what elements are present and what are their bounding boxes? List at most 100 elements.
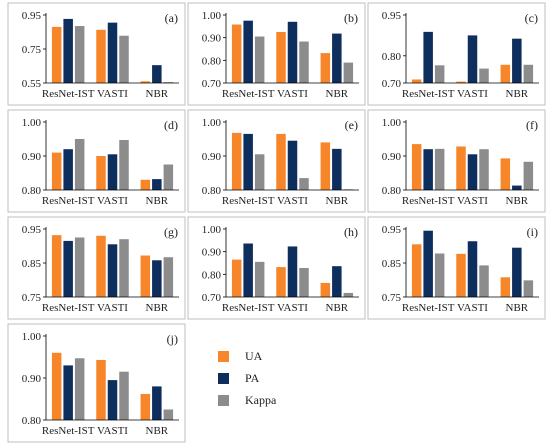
bar-kappa-resnetist: [434, 148, 445, 190]
x-tick-label: VASTI: [277, 302, 308, 314]
bar-pa-resnetist: [243, 243, 253, 297]
legend-item-pa: PA: [218, 368, 338, 388]
bar-kappa-vasti: [299, 178, 309, 190]
bar-ua-vasti: [456, 146, 466, 190]
bar-pa-vasti: [287, 21, 298, 83]
bar-pa-resnetist: [423, 230, 433, 297]
bar-pa-resnetist: [243, 20, 253, 84]
x-tick-label: NBR: [326, 195, 349, 207]
x-tick-label: ResNet-IST: [222, 302, 275, 314]
y-tick-label: 0.80: [202, 185, 222, 197]
bar-ua-resnetist: [51, 152, 62, 190]
bar-pa-resnetist: [243, 133, 253, 190]
bar-pa-resnetist: [63, 149, 73, 190]
bar-kappa-nbr: [163, 82, 174, 83]
bar-kappa-vasti: [119, 35, 129, 83]
bar-pa-nbr: [332, 148, 342, 190]
y-tick-label: 0.75: [382, 292, 402, 304]
legend-item-kappa: Kappa: [218, 390, 338, 410]
bar-pa-nbr: [152, 386, 162, 420]
bar-pa-vasti: [107, 22, 118, 83]
bar-pa-vasti: [467, 35, 478, 83]
bar-kappa-resnetist: [254, 36, 265, 83]
legend-label-pa: PA: [245, 370, 260, 385]
bar-ua-nbr: [320, 282, 331, 297]
x-tick-label: VASTI: [457, 88, 488, 100]
bar-kappa-vasti: [299, 267, 309, 297]
bar-pa-resnetist: [63, 365, 73, 420]
y-tick-label: 0.95: [382, 10, 402, 22]
bar-ua-vasti: [456, 253, 466, 297]
legend-swatch-kappa: [218, 394, 229, 406]
bar-ua-resnetist: [411, 144, 422, 190]
x-tick-label: NBR: [506, 195, 529, 207]
bar-kappa-vasti: [299, 41, 309, 83]
y-tick-label: 0.80: [22, 415, 42, 427]
y-tick-label: 1.00: [202, 117, 222, 129]
y-tick-label: 0.80: [382, 51, 402, 63]
x-tick-label: ResNet-IST: [402, 195, 455, 207]
y-tick-label: 0.80: [202, 55, 222, 67]
bar-ua-resnetist: [51, 235, 62, 297]
y-tick-label: 0.70: [202, 292, 222, 304]
bar-pa-nbr: [512, 247, 522, 297]
y-tick-label: 1.00: [202, 224, 222, 236]
x-tick-label: NBR: [146, 302, 169, 314]
legend-label-ua: UA: [245, 348, 263, 363]
bar-kappa-nbr: [523, 280, 534, 297]
bar-ua-vasti: [456, 81, 466, 83]
bar-kappa-resnetist: [254, 261, 265, 297]
bar-ua-vasti: [276, 32, 286, 83]
y-tick-label: 0.70: [382, 78, 402, 90]
bar-kappa-vasti: [479, 149, 489, 190]
bar-pa-nbr: [332, 33, 342, 83]
bar-pa-vasti: [107, 244, 118, 297]
legend-item-ua: UA: [218, 346, 338, 366]
y-tick-label: 0.90: [202, 247, 222, 259]
bar-kappa-nbr: [343, 62, 354, 83]
bar-pa-resnetist: [63, 18, 73, 83]
bar-ua-resnetist: [231, 132, 242, 190]
y-tick-label: 0.75: [22, 44, 42, 56]
bar-kappa-nbr: [163, 409, 174, 420]
bar-kappa-nbr: [163, 164, 174, 190]
legend: UA PA Kappa: [218, 346, 338, 412]
panel-label: (j): [167, 332, 178, 346]
bar-pa-vasti: [287, 140, 298, 190]
bar-pa-nbr: [152, 179, 162, 190]
y-tick-label: 0.95: [22, 224, 42, 236]
y-tick-label: 1.00: [22, 117, 42, 129]
bar-ua-nbr: [500, 158, 511, 190]
x-tick-label: NBR: [326, 88, 349, 100]
bar-pa-vasti: [287, 246, 298, 297]
x-tick-label: ResNet-IST: [222, 88, 275, 100]
bar-ua-vasti: [96, 156, 106, 190]
bar-pa-resnetist: [423, 149, 433, 190]
y-tick-label: 1.00: [382, 117, 402, 129]
bar-ua-vasti: [96, 359, 106, 420]
bar-kappa-resnetist: [74, 358, 85, 420]
x-tick-label: ResNet-IST: [402, 88, 455, 100]
bar-ua-nbr: [140, 81, 151, 83]
bar-ua-nbr: [140, 393, 151, 420]
bar-pa-vasti: [467, 241, 478, 297]
x-tick-label: VASTI: [277, 195, 308, 207]
bar-pa-nbr: [512, 38, 522, 83]
bar-ua-resnetist: [231, 24, 242, 83]
y-tick-label: 0.80: [202, 269, 222, 281]
legend-label-kappa: Kappa: [245, 392, 277, 407]
bar-kappa-resnetist: [434, 253, 445, 297]
bar-ua-resnetist: [411, 79, 422, 83]
x-tick-label: ResNet-IST: [42, 425, 95, 437]
bar-kappa-nbr: [163, 257, 174, 297]
panel-label: (d): [164, 118, 178, 132]
panel-label: (c): [525, 11, 538, 25]
